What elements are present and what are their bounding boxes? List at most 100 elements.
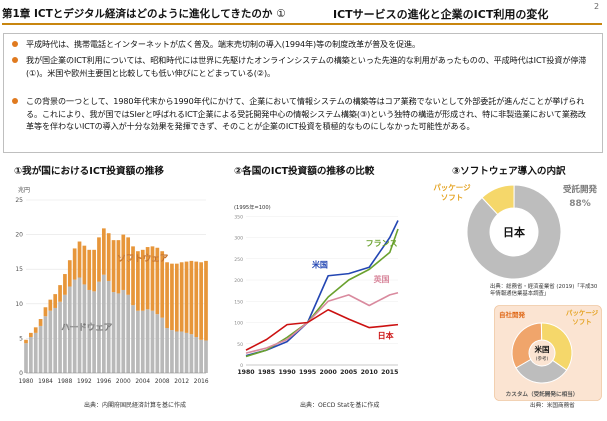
summary-bullet: 平成時代は、携帯電話とインターネットが広く普及。端末売切制の導入(1994年)等… xyxy=(12,38,592,51)
hardware-bar xyxy=(189,334,194,373)
software-bar xyxy=(150,246,155,311)
software-bar xyxy=(63,274,67,295)
software-bar xyxy=(111,240,116,293)
summary-bullet: 我が国企業のICT利用については、昭和時代には世界に先駆けたオンラインシステムの… xyxy=(12,54,592,79)
software-bar xyxy=(194,261,199,338)
y-tick-label: 150 xyxy=(234,299,243,305)
x-tick-label: 2016 xyxy=(194,379,209,385)
software-bar xyxy=(101,228,106,275)
y-tick-label: 0 xyxy=(19,370,23,377)
hardware-bar xyxy=(72,279,77,373)
hardware-bar xyxy=(87,289,92,373)
summary-bullet: この背景の一つとして、1980年代末から1990年代にかけて、企業において情報シ… xyxy=(12,95,592,133)
x-tick-label: 1988 xyxy=(58,379,73,385)
software-bar xyxy=(33,327,38,333)
pie-slice xyxy=(515,358,568,384)
chart1-source: 出典：内閣府国民経済計算を基に作成 xyxy=(84,402,187,409)
series-line-日本 xyxy=(245,308,399,351)
pie-slice xyxy=(540,322,573,371)
series-line-英国 xyxy=(245,291,399,354)
slice-value-contract: 88% xyxy=(569,199,591,209)
section3-title: ③ソフトウェア導入の内訳 xyxy=(452,166,566,177)
hardware-bar xyxy=(106,280,111,373)
hardware-bar xyxy=(63,294,67,373)
summary-bullet-text: この背景の一つとして、1980年代末から1990年代にかけて、企業において情報シ… xyxy=(26,96,586,132)
y-tick-label: 25 xyxy=(15,197,23,204)
hardware-bar xyxy=(43,316,48,373)
hardware-bar xyxy=(82,284,87,373)
hardware-bar xyxy=(48,310,53,373)
hardware-bar xyxy=(53,307,58,373)
software-bar xyxy=(38,319,43,326)
pie-center-sublabel: (参考) xyxy=(536,355,549,362)
software-bar xyxy=(155,247,160,315)
slice-label-package: パッケージ xyxy=(566,308,599,317)
hardware-bar xyxy=(165,328,169,373)
series-label: 日本 xyxy=(378,331,394,341)
legend-hardware: ハードウェア xyxy=(61,323,113,333)
software-bar xyxy=(160,251,165,318)
x-tick-label: 2008 xyxy=(155,379,170,385)
software-bar xyxy=(53,294,58,308)
hardware-bar xyxy=(92,291,96,373)
x-tick-label: 1996 xyxy=(96,379,111,385)
software-bar xyxy=(140,249,145,311)
software-bar xyxy=(174,263,179,332)
y-tick-label: 15 xyxy=(15,266,23,273)
slice-label-inhouse: 自社開発 xyxy=(499,310,526,319)
slice-label-package: ソフト xyxy=(441,193,464,202)
summary-box: 平成時代は、携帯電話とインターネットが広く普及。端末売切制の導入(1994年)等… xyxy=(3,33,603,153)
x-tick-label: 1980 xyxy=(237,369,255,376)
y-tick-label: 250 xyxy=(234,257,243,263)
hardware-bar xyxy=(126,294,131,373)
software-bar xyxy=(136,251,140,311)
hardware-bar xyxy=(111,292,116,373)
x-tick-label: 2005 xyxy=(340,369,357,376)
hardware-bar xyxy=(24,343,28,373)
y-tick-label: 350 xyxy=(234,214,243,220)
hardware-bar xyxy=(145,309,150,373)
hardware-bar xyxy=(199,339,203,373)
hardware-bar xyxy=(174,331,179,373)
chart4-source: 出典：米国商務省 xyxy=(530,403,575,409)
software-bar xyxy=(92,249,96,292)
hardware-bar xyxy=(184,332,189,373)
y-tick-label: 10 xyxy=(15,301,23,308)
y-tick-label: 300 xyxy=(234,236,243,242)
software-bar xyxy=(184,261,189,333)
x-tick-label: 1992 xyxy=(77,379,92,385)
y-tick-label: 200 xyxy=(234,278,243,284)
us-panel xyxy=(494,305,602,401)
x-tick-label: 1990 xyxy=(278,369,296,376)
software-bar xyxy=(58,285,62,302)
x-tick-label: 2015 xyxy=(381,369,398,376)
slice-label-custom: カスタム（受託開発に相当） xyxy=(506,390,579,398)
y-tick-label: 20 xyxy=(15,232,23,239)
summary-bullet-text: 我が国企業のICT利用については、昭和時代には世界に先駆けたオンラインシステムの… xyxy=(26,55,587,78)
slice-label-contract: 受託開発 xyxy=(563,184,598,195)
summary-bullet-text: 平成時代は、携帯電話とインターネットが広く普及。端末売切制の導入(1994年)等… xyxy=(26,39,421,49)
hardware-bar xyxy=(38,325,43,373)
software-bar xyxy=(204,260,208,341)
slice-label-package: ソフト xyxy=(572,318,592,326)
y-tick-label: 50 xyxy=(237,342,243,348)
software-bar xyxy=(189,260,194,335)
software-bar xyxy=(48,299,53,311)
legend-software: ソフトウェア xyxy=(117,254,169,264)
hardware-bar xyxy=(136,310,140,373)
x-tick-label: 2000 xyxy=(116,379,131,385)
software-bar xyxy=(116,240,121,294)
software-bar xyxy=(97,237,101,282)
pie-slice xyxy=(511,322,543,369)
software-bar xyxy=(126,237,131,295)
hardware-bar xyxy=(77,277,82,373)
chart3-source-japan: 出典：総務省・経済産業省 (2019)「平成30年情報通信業基本調査」 xyxy=(490,284,598,297)
software-bar xyxy=(145,247,150,310)
software-bar xyxy=(82,245,87,285)
hardware-bar xyxy=(179,331,184,373)
hardware-bar xyxy=(160,317,165,373)
y-tick-label: 0 xyxy=(240,363,243,369)
software-bar xyxy=(170,263,174,331)
